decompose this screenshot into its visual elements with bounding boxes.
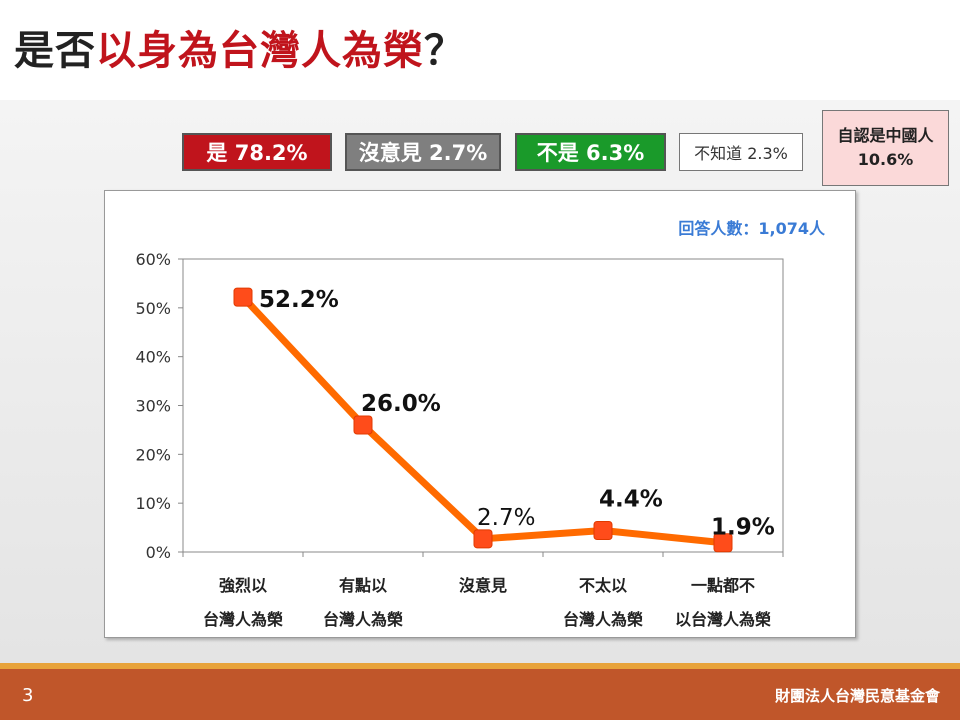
- data-label: 52.2%: [259, 287, 339, 313]
- title-suffix: ？: [424, 28, 465, 74]
- data-label: 2.7%: [477, 505, 535, 531]
- summary-dont-know-badge: 不知道 2.3%: [679, 133, 803, 171]
- x-category-label: 沒意見: [459, 576, 507, 595]
- data-point-marker: [593, 521, 613, 541]
- summary-no-opinion-badge: 沒意見 2.7%: [345, 133, 501, 171]
- summary-no-badge: 不是 6.3%: [515, 133, 666, 171]
- x-category-label: 台灣人為榮: [323, 610, 403, 629]
- x-category-label: 台灣人為榮: [563, 610, 643, 629]
- y-tick-label: 20%: [135, 445, 171, 464]
- title-bar: 是否以身為台灣人為榮？: [0, 0, 960, 100]
- self-identify-chinese-box: 自認是中國人 10.6%: [822, 110, 949, 186]
- x-category-label: 台灣人為榮: [203, 610, 283, 629]
- organization-name: 財團法人台灣民意基金會: [774, 687, 940, 705]
- y-tick-label: 0%: [146, 543, 171, 562]
- footer-accent-line: [0, 663, 960, 669]
- self-identify-chinese-value: 10.6%: [857, 150, 914, 169]
- x-category-label: 不太以: [579, 576, 627, 595]
- respondents-count: 回答人數：1,074人: [678, 219, 825, 238]
- data-label: 26.0%: [361, 391, 441, 417]
- y-tick-label: 10%: [135, 494, 171, 513]
- x-category-label: 強烈以: [219, 576, 267, 595]
- x-category-label: 以台灣人為榮: [675, 610, 771, 629]
- y-tick-label: 60%: [135, 250, 171, 269]
- data-point-marker: [473, 529, 493, 549]
- x-category-label: 一點都不: [691, 576, 755, 595]
- y-tick-label: 50%: [135, 299, 171, 318]
- data-label: 1.9%: [711, 515, 775, 541]
- title-highlight: 以身為台灣人為榮: [96, 28, 424, 74]
- y-tick-label: 40%: [135, 348, 171, 367]
- data-point-marker: [353, 415, 373, 435]
- page-number: 3: [22, 685, 34, 706]
- summary-yes-badge: 是 78.2%: [182, 133, 332, 171]
- data-point-marker: [233, 287, 253, 307]
- data-label: 4.4%: [599, 487, 663, 513]
- title-prefix: 是否: [14, 28, 96, 74]
- x-category-label: 有點以: [339, 576, 387, 595]
- self-identify-chinese-label: 自認是中國人: [837, 126, 934, 145]
- data-point-marker: [713, 533, 733, 553]
- footer-bar: 3 財團法人台灣民意基金會: [0, 669, 960, 720]
- chart-panel: 回答人數：1,074人 0% 10% 20% 30% 40% 50% 60% 強烈以台灣人為榮…: [104, 190, 856, 638]
- page-title: 是否以身為台灣人為榮？: [14, 18, 465, 76]
- y-tick-label: 30%: [135, 397, 171, 416]
